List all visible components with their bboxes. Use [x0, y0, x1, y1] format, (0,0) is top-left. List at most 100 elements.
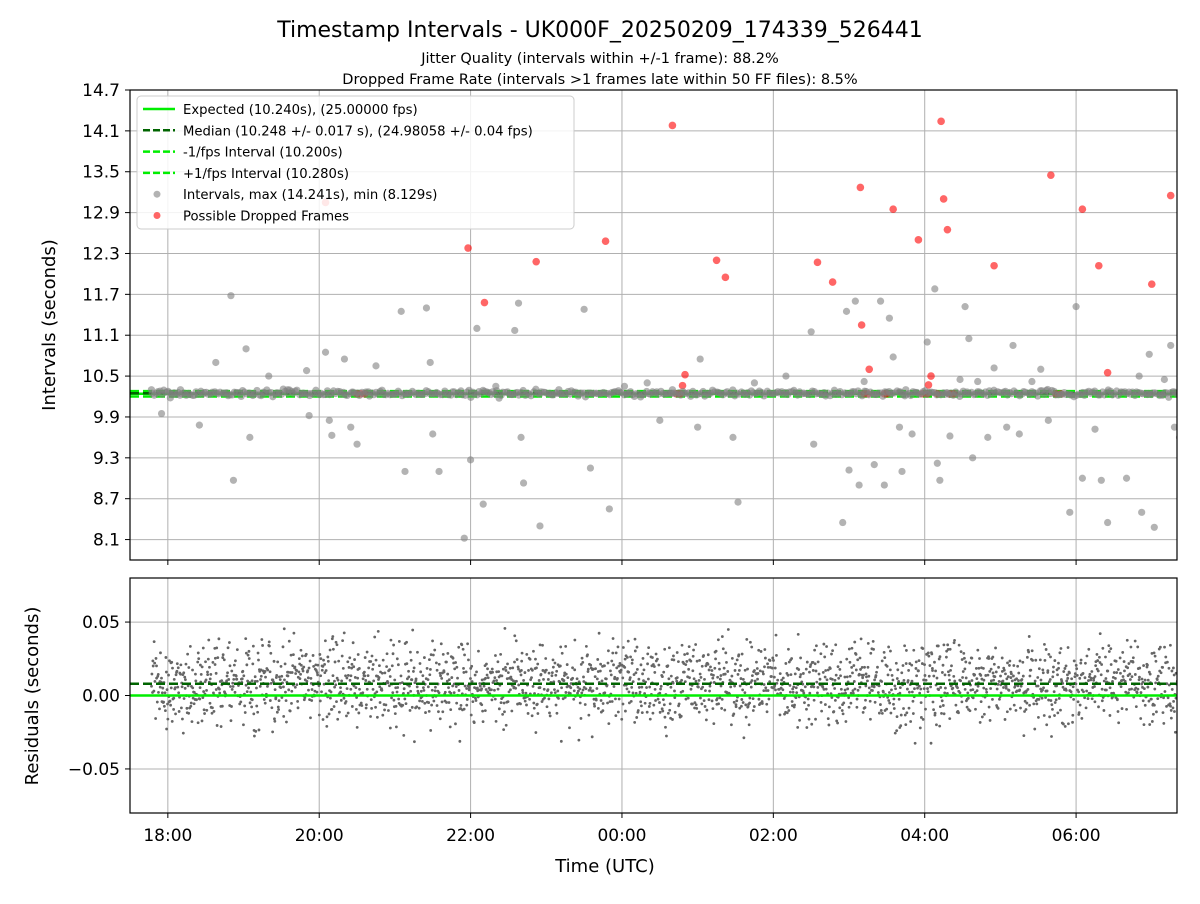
residual-point: [445, 701, 448, 704]
residual-point: [506, 700, 510, 703]
residual-point: [1100, 687, 1104, 691]
dropped-frame-point: [924, 381, 933, 389]
residual-point: [943, 673, 947, 677]
residual-point: [750, 679, 754, 682]
residual-point: [423, 701, 427, 705]
y-tick-label: 9.9: [93, 408, 120, 428]
residual-point: [1111, 675, 1115, 679]
residual-point: [606, 661, 610, 665]
residual-point: [787, 647, 790, 651]
residual-point: [160, 676, 163, 680]
residual-point: [1061, 722, 1065, 726]
residual-point: [493, 697, 497, 701]
residual-point: [525, 652, 529, 656]
residual-point: [1128, 672, 1132, 676]
residual-point: [353, 658, 356, 661]
residual-point: [153, 661, 157, 665]
residual-point: [648, 717, 652, 721]
residual-point: [885, 664, 889, 668]
residual-point: [335, 700, 338, 704]
residual-point: [930, 652, 934, 656]
residual-point: [1089, 676, 1093, 680]
residual-point: [657, 663, 661, 667]
residual-point: [699, 676, 703, 679]
residual-point: [182, 671, 186, 675]
residual-point: [1061, 685, 1065, 689]
residual-point: [998, 697, 1001, 701]
residual-point: [445, 679, 449, 683]
residual-point: [738, 706, 742, 710]
residual-point: [877, 684, 881, 688]
dropped-frame-point: [601, 237, 610, 246]
residual-point: [645, 686, 648, 689]
residual-point: [740, 704, 743, 708]
residual-point: [885, 707, 889, 711]
residual-point: [328, 696, 332, 700]
residual-point: [524, 691, 528, 695]
interval-point: [620, 382, 629, 390]
residual-point: [851, 689, 855, 693]
residual-point: [462, 707, 466, 711]
residual-point: [815, 644, 818, 648]
residual-point: [735, 658, 739, 662]
residual-point: [1083, 696, 1087, 700]
residual-point: [729, 723, 733, 727]
residual-point: [1149, 697, 1153, 701]
residual-point: [604, 677, 608, 681]
residual-point: [989, 667, 993, 671]
residual-point: [887, 645, 891, 649]
residual-point: [299, 663, 303, 667]
residual-point: [882, 651, 886, 654]
residual-point: [234, 659, 237, 663]
residual-point: [189, 701, 193, 705]
interval-point: [1003, 423, 1011, 431]
residual-point: [250, 679, 254, 683]
residual-point: [653, 671, 657, 674]
residual-point: [263, 701, 267, 705]
residual-point: [531, 684, 535, 688]
residual-point: [251, 662, 255, 666]
residual-point: [743, 668, 747, 672]
residual-point: [866, 679, 869, 683]
residual-point: [1088, 672, 1092, 676]
residual-point: [298, 677, 302, 681]
residual-point: [850, 666, 854, 669]
residual-point: [460, 643, 464, 647]
residual-point: [287, 639, 291, 643]
residual-point: [786, 705, 789, 709]
residual-point: [641, 656, 645, 660]
residual-point: [247, 649, 251, 653]
residual-point: [1165, 704, 1168, 708]
residual-point: [378, 685, 382, 689]
residual-point: [666, 711, 670, 715]
residual-point: [723, 708, 727, 712]
interval-point: [555, 386, 563, 394]
residual-point: [274, 696, 278, 699]
x-tick-label: 02:00: [749, 826, 798, 846]
residual-point: [919, 701, 923, 705]
residual-point: [995, 687, 999, 691]
residual-point: [1165, 682, 1169, 686]
residual-point: [242, 674, 246, 678]
residual-point: [817, 672, 821, 676]
residual-point: [418, 662, 422, 665]
residual-point: [514, 639, 518, 643]
residual-point: [673, 696, 677, 700]
residual-point: [982, 667, 985, 670]
residual-point: [156, 672, 160, 676]
residual-point: [1109, 663, 1113, 666]
residual-point: [836, 665, 840, 669]
residual-point: [1168, 702, 1172, 706]
residual-point: [616, 710, 620, 714]
residual-point: [1094, 664, 1098, 668]
residual-point: [348, 678, 352, 682]
residual-point: [675, 651, 679, 654]
residual-point: [383, 708, 386, 712]
residual-point: [855, 705, 859, 709]
residual-point: [712, 681, 716, 684]
residual-point: [771, 656, 775, 660]
residual-point: [1017, 671, 1021, 675]
residual-point: [268, 670, 272, 674]
residual-point: [978, 721, 982, 724]
residual-point: [199, 672, 203, 676]
